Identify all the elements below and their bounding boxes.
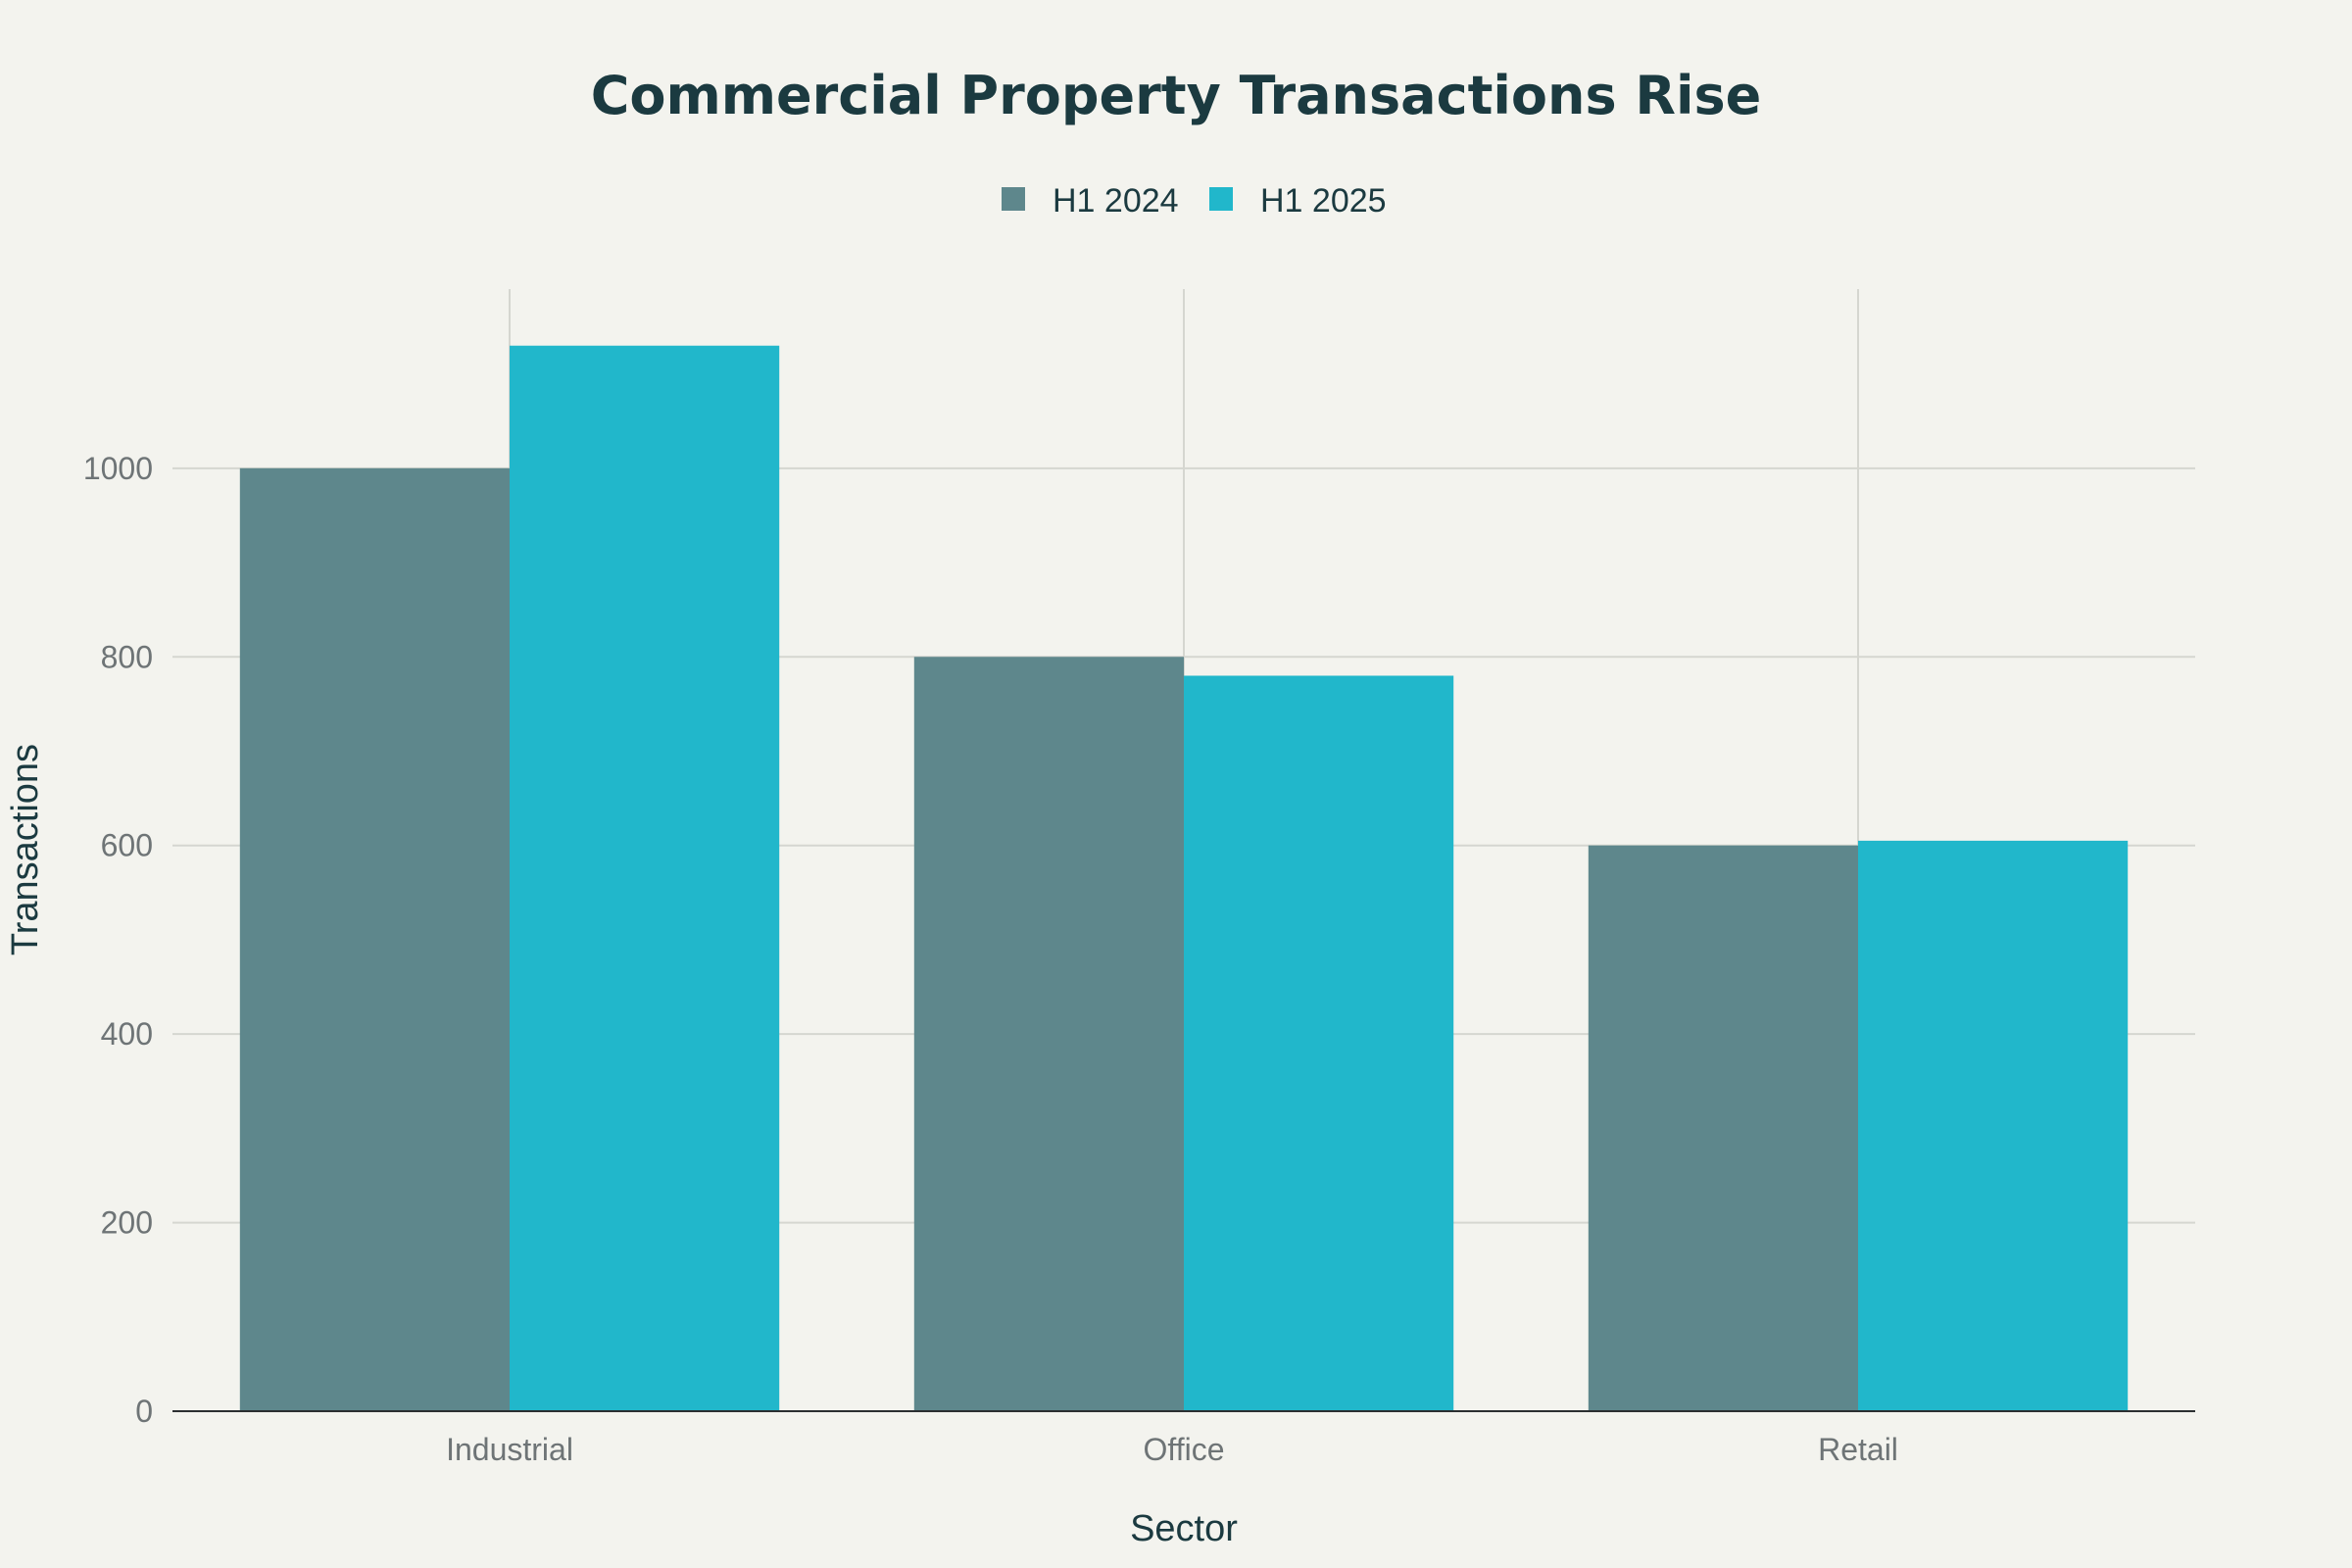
y-tick-label: 600 — [101, 828, 153, 863]
y-tick-label: 200 — [101, 1205, 153, 1241]
y-tick-label: 800 — [101, 639, 153, 674]
bar-retail-h1-2025 — [1858, 840, 2129, 1411]
legend-label-h1-2025: H1 2025 — [1260, 182, 1387, 220]
legend-label-h1-2024: H1 2024 — [1053, 182, 1179, 220]
x-tick-labels: Industrial Office Retail — [446, 1432, 1898, 1467]
bar-industrial-h1-2024 — [239, 467, 511, 1411]
y-tick-label: 1000 — [83, 451, 153, 486]
bar-industrial-h1-2025 — [510, 345, 780, 1411]
y-axis-title: Transactions — [5, 744, 46, 956]
x-axis-title: Sector — [1130, 1508, 1238, 1549]
legend-swatch-h1-2025 — [1209, 187, 1233, 211]
y-tick-label: 400 — [101, 1016, 153, 1052]
bar-office-h1-2025 — [1184, 675, 1454, 1411]
legend: H1 2024 H1 2025 — [1002, 182, 1387, 220]
y-tick-labels: 0 200 400 600 800 1000 — [83, 451, 153, 1429]
x-tick-label-office: Office — [1144, 1432, 1225, 1467]
bars — [239, 345, 2129, 1411]
x-tick-label-industrial: Industrial — [446, 1432, 573, 1467]
x-tick-label-retail: Retail — [1818, 1432, 1898, 1467]
chart-title: Commercial Property Transactions Rise — [591, 65, 1762, 126]
bar-office-h1-2024 — [913, 657, 1184, 1411]
bar-retail-h1-2024 — [1588, 845, 1858, 1411]
legend-swatch-h1-2024 — [1002, 187, 1025, 211]
y-tick-label: 0 — [135, 1394, 153, 1429]
